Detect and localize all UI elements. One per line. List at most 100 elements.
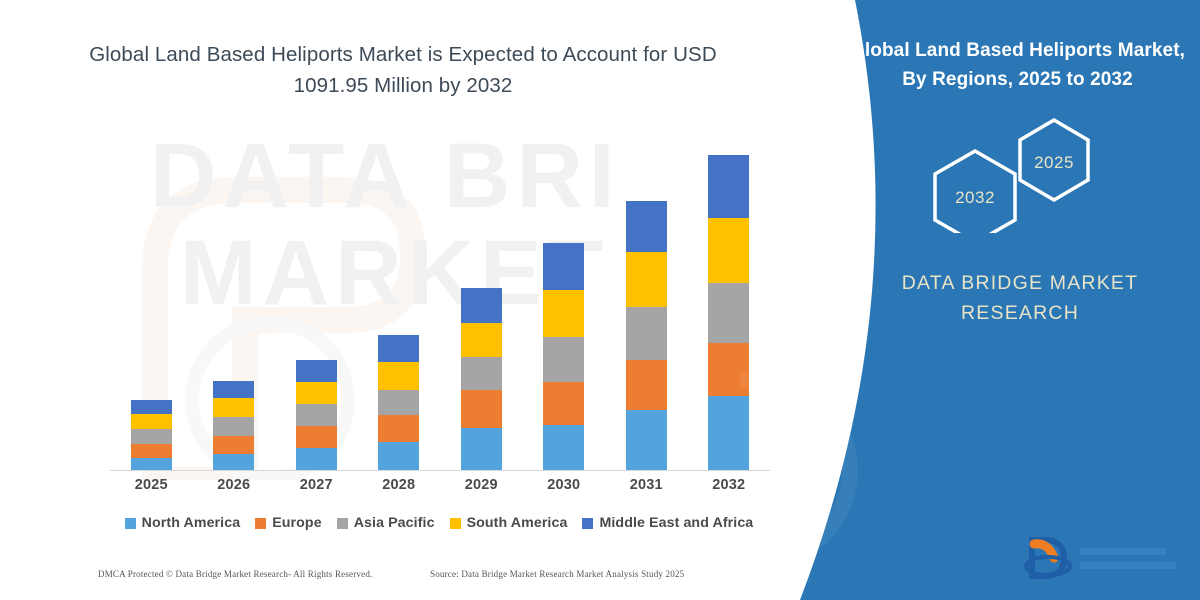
bar-segment bbox=[625, 410, 667, 470]
data-bridge-logo bbox=[1024, 537, 1176, 579]
year-hexagons: 2025 2032 bbox=[915, 117, 1105, 246]
bar-column-2031 bbox=[605, 140, 687, 470]
bar-column-2027 bbox=[275, 140, 357, 470]
watermark-text: DATA BRI MARKET bbox=[150, 128, 850, 321]
x-axis-label-2028: 2028 bbox=[382, 477, 416, 493]
bar-segment bbox=[130, 414, 172, 429]
bar-segment bbox=[213, 417, 255, 436]
bar-segment bbox=[130, 444, 172, 458]
legend-swatch-icon bbox=[582, 517, 594, 529]
x-axis-line bbox=[110, 470, 770, 471]
bar-segment bbox=[708, 155, 750, 218]
legend-item[interactable]: Asia Pacific bbox=[336, 515, 435, 531]
bar-segment bbox=[708, 283, 750, 343]
bar-segment bbox=[213, 398, 255, 417]
bar-segment bbox=[213, 454, 255, 470]
brand-name: DATA BRIDGE MARKET RESEARCH bbox=[880, 268, 1160, 328]
bar-segment bbox=[543, 243, 585, 290]
legend-swatch-icon bbox=[255, 517, 267, 529]
stacked-bar[interactable] bbox=[213, 381, 255, 470]
bar-column-2032 bbox=[688, 140, 770, 470]
brand-line-2: RESEARCH bbox=[961, 302, 1079, 325]
stacked-bar[interactable] bbox=[295, 360, 337, 470]
bar-segment bbox=[130, 400, 172, 414]
bar-segment bbox=[460, 323, 502, 357]
legend-item[interactable]: Europe bbox=[255, 515, 322, 531]
bar-segment bbox=[625, 307, 667, 360]
bar-segment bbox=[378, 362, 420, 390]
hexagon-label-2032: 2032 bbox=[955, 188, 995, 207]
bar-segment bbox=[708, 343, 750, 396]
hexagon-label-2025: 2025 bbox=[1034, 153, 1074, 172]
bar-segment bbox=[460, 357, 502, 390]
legend-item[interactable]: South America bbox=[449, 515, 568, 531]
x-axis-label-2030: 2030 bbox=[547, 477, 581, 493]
bar-segment bbox=[708, 218, 750, 283]
x-axis-label-2025: 2025 bbox=[134, 477, 168, 493]
watermark-line-1: DATA BRI bbox=[150, 125, 621, 227]
stacked-bar[interactable] bbox=[130, 400, 172, 470]
footer-copyright: DMCA Protected © Data Bridge Market Rese… bbox=[98, 569, 373, 579]
panel-title: Global Land Based Heliports Market, By R… bbox=[849, 40, 1186, 91]
bar-segment bbox=[130, 458, 172, 470]
stacked-bar-chart bbox=[110, 140, 770, 470]
legend-label: Middle East and Africa bbox=[599, 515, 754, 531]
x-axis-tick-labels: 2025 2026 2027 2028 2029 2030 2031 2032 bbox=[110, 477, 770, 499]
bar-segment bbox=[213, 436, 255, 454]
legend-label: Asia Pacific bbox=[353, 515, 435, 531]
legend-label: Europe bbox=[272, 515, 322, 531]
bar-column-2026 bbox=[193, 140, 275, 470]
legend-swatch-icon bbox=[449, 517, 461, 529]
legend-label: South America bbox=[466, 515, 568, 531]
bar-segment bbox=[295, 382, 337, 404]
watermark-swoosh bbox=[142, 177, 427, 480]
x-axis-label-2027: 2027 bbox=[299, 477, 333, 493]
legend-item[interactable]: North America bbox=[124, 515, 241, 531]
bar-segment bbox=[543, 382, 585, 425]
legend-swatch-icon bbox=[124, 517, 136, 529]
bar-segment bbox=[295, 404, 337, 426]
bar-segment bbox=[213, 381, 255, 398]
bar-segment bbox=[378, 390, 420, 415]
bar-segment bbox=[543, 290, 585, 337]
brand-line-1: DATA BRIDGE MARKET bbox=[901, 272, 1139, 294]
bar-column-2029 bbox=[440, 140, 522, 470]
stacked-bar[interactable] bbox=[625, 201, 667, 470]
chart-legend: North America Europe Asia Pacific South Ame… bbox=[104, 511, 774, 535]
x-axis-label-2026: 2026 bbox=[217, 477, 251, 493]
bar-segment bbox=[543, 337, 585, 382]
bar-segment bbox=[378, 335, 420, 362]
bar-segment bbox=[295, 448, 337, 470]
bar-column-2025 bbox=[110, 140, 192, 470]
page-title: Global Land Based Heliports Market is Ex… bbox=[89, 43, 717, 97]
x-axis-label-2029: 2029 bbox=[464, 477, 498, 493]
x-axis-label-2032: 2032 bbox=[712, 477, 746, 493]
bar-segment bbox=[295, 360, 337, 382]
bar-segment bbox=[460, 288, 502, 323]
bar-column-2028 bbox=[358, 140, 440, 470]
bar-segment bbox=[460, 428, 502, 470]
bar-segment bbox=[460, 390, 502, 428]
bar-segment bbox=[708, 396, 750, 470]
stacked-bar[interactable] bbox=[460, 288, 502, 470]
stacked-bar[interactable] bbox=[708, 155, 750, 470]
bar-segment bbox=[625, 360, 667, 410]
legend-label: North America bbox=[141, 515, 241, 531]
bar-segment bbox=[625, 201, 667, 252]
x-axis-label-2031: 2031 bbox=[629, 477, 663, 493]
legend-item[interactable]: Middle East and Africa bbox=[582, 515, 753, 531]
bar-segment bbox=[378, 442, 420, 470]
bar-segment bbox=[378, 415, 420, 442]
watermark-line-2: MARKET bbox=[180, 221, 610, 324]
bar-segment bbox=[130, 429, 172, 444]
bar-column-2030 bbox=[523, 140, 605, 470]
bar-segment bbox=[295, 426, 337, 448]
stacked-bar[interactable] bbox=[543, 243, 585, 470]
legend-swatch-icon bbox=[336, 517, 348, 529]
hexagon-2025 bbox=[1018, 117, 1090, 203]
bar-segment bbox=[543, 425, 585, 470]
footer-source: Source: Data Bridge Market Research Mark… bbox=[430, 569, 685, 579]
bar-segment bbox=[625, 252, 667, 307]
stacked-bar[interactable] bbox=[378, 335, 420, 470]
